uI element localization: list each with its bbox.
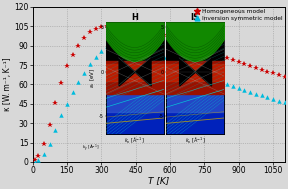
Legend: Homogeneous model, Inversion symmetric model: Homogeneous model, Inversion symmetric m… bbox=[194, 8, 283, 22]
X-axis label: T [K]: T [K] bbox=[148, 177, 169, 186]
Text: $k_y$ [Å$^{-1}$]: $k_y$ [Å$^{-1}$] bbox=[82, 142, 99, 153]
Y-axis label: κ [W. m⁻¹, K⁻¹]: κ [W. m⁻¹, K⁻¹] bbox=[3, 58, 12, 111]
